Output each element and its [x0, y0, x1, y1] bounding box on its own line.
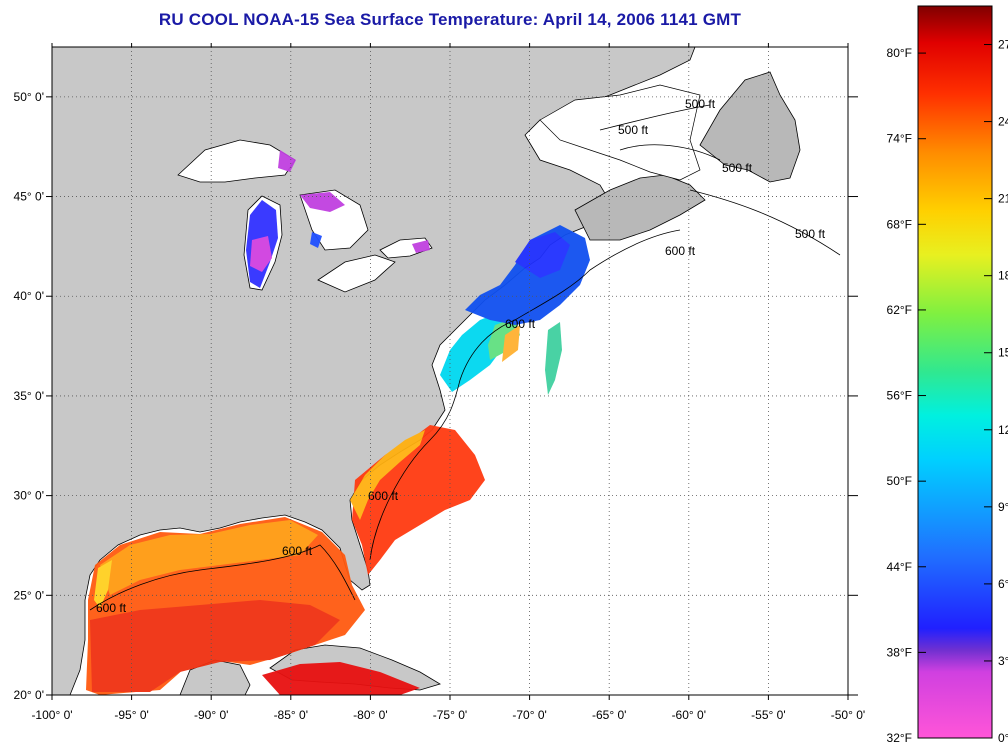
lon-tick-label: -80° 0': [353, 708, 387, 722]
axis-ticks: [46, 43, 858, 700]
lon-tick-label: -65° 0': [592, 708, 626, 722]
celsius-label: 21°C: [998, 192, 1008, 206]
lon-tick-label: -75° 0': [433, 708, 467, 722]
lat-tick-label: 25° 0': [14, 588, 44, 602]
sst-lake-superior-east: [278, 150, 296, 172]
lon-tick-label: -95° 0': [114, 708, 148, 722]
fahrenheit-label: 38°F: [887, 645, 912, 659]
laurentian-500ft-contour: [619, 144, 721, 161]
celsius-label: 0°C: [998, 731, 1008, 745]
lat-tick-label: 40° 0': [14, 289, 44, 303]
sst-shelf-break-filament: [545, 322, 562, 395]
sst-mid-atlantic-green: [488, 318, 520, 360]
st-lawrence-500ft-contour: [599, 104, 711, 131]
contour-label: 600 ft: [96, 601, 127, 615]
celsius-label: 3°C: [998, 654, 1008, 668]
lon-tick-label: -90° 0': [194, 708, 228, 722]
gulf-st-lawrence: [539, 84, 701, 181]
yucatan-land: [179, 659, 251, 695]
contour-label: 500 ft: [722, 161, 753, 175]
newfoundland-land: [699, 71, 801, 183]
sst-gulf-south-red: [90, 600, 340, 692]
map-plot-area: 500 ft 500 ft 500 ft 500 ft 600 ft 600 f…: [14, 43, 865, 722]
lat-tick-label: 20° 0': [14, 688, 44, 702]
lon-tick-label: -50° 0': [831, 708, 865, 722]
celsius-label: 24°C: [998, 115, 1008, 129]
lat-tick-label: 35° 0': [14, 389, 44, 403]
nova-scotia-land: [574, 174, 706, 241]
lat-tick-label: 50° 0': [14, 90, 44, 104]
fahrenheit-label: 44°F: [887, 560, 912, 574]
sst-lake-ontario: [412, 240, 430, 253]
fahrenheit-label: 50°F: [887, 474, 912, 488]
contour-label: 600 ft: [282, 544, 313, 558]
shelf-600ft-contour: [514, 229, 681, 321]
lat-tick-label: 30° 0': [14, 489, 44, 503]
contour-label: 500 ft: [795, 227, 826, 241]
gulf-600ft-contour: [89, 544, 356, 611]
depth-contours: [89, 104, 841, 611]
lat-tick-label: 45° 0': [14, 190, 44, 204]
fahrenheit-label: 56°F: [887, 389, 912, 403]
sst-overlay: [86, 150, 590, 695]
contour-label: 600 ft: [368, 489, 399, 503]
sst-carolina-shelf: [350, 430, 425, 520]
fahrenheit-labels: 80°F 74°F 68°F 62°F 56°F 50°F 44°F 38°F 32°F: [887, 46, 912, 745]
grand-banks-500ft-contour: [689, 189, 841, 256]
celsius-label: 27°C: [998, 38, 1008, 52]
sst-georgian-bay: [310, 232, 322, 248]
sst-gulf-of-maine-deep: [515, 232, 570, 278]
sst-gulf-north-orange: [100, 520, 318, 595]
contour-labels: 500 ft 500 ft 500 ft 500 ft 600 ft 600 f…: [96, 97, 826, 615]
fahrenheit-label: 74°F: [887, 132, 912, 146]
map-grid: [52, 47, 848, 695]
lon-tick-label: -55° 0': [751, 708, 785, 722]
sst-lake-huron: [300, 192, 345, 212]
sst-gulf-shelf-cool: [94, 560, 112, 608]
celsius-labels: 27°C 24°C 21°C 18°C 15°C 12°C 9°C 6°C 3°C 0°C: [998, 38, 1008, 745]
fahrenheit-label: 80°F: [887, 46, 912, 60]
lon-tick-label: -85° 0': [274, 708, 308, 722]
contour-label: 600 ft: [505, 317, 536, 331]
fahrenheit-label: 62°F: [887, 303, 912, 317]
lon-tick-label: -70° 0': [512, 708, 546, 722]
sst-caribbean: [262, 662, 420, 695]
fahrenheit-label: 68°F: [887, 217, 912, 231]
sst-slope-orange: [502, 325, 520, 362]
celsius-label: 18°C: [998, 269, 1008, 283]
celsius-label: 6°C: [998, 577, 1008, 591]
map-title: RU COOL NOAA-15 Sea Surface Temperature:…: [158, 10, 742, 29]
colorbar-ticks: [918, 44, 992, 739]
fahrenheit-label: 32°F: [887, 731, 912, 745]
contour-label: 500 ft: [618, 123, 649, 137]
lon-tick-label: -100° 0': [31, 708, 72, 722]
longitude-tick-labels: -100° 0' -95° 0' -90° 0' -85° 0' -80° 0' -75°…: [31, 708, 865, 722]
lon-tick-label: -60° 0': [672, 708, 706, 722]
colorbar-gradient: [917, 5, 993, 739]
sst-lake-michigan-cold: [250, 236, 272, 272]
celsius-label: 12°C: [998, 423, 1008, 437]
temperature-colorbar: 80°F 74°F 68°F 62°F 56°F 50°F 44°F 38°F 32°F 27°…: [887, 5, 1008, 745]
contour-label: 600 ft: [665, 244, 696, 258]
atlantic-600ft-contour: [369, 319, 516, 561]
lake-erie: [317, 254, 396, 293]
celsius-label: 9°C: [998, 500, 1008, 514]
celsius-label: 15°C: [998, 346, 1008, 360]
contour-label: 500 ft: [685, 97, 716, 111]
latitude-tick-labels: 20° 0' 25° 0' 30° 0' 35° 0' 40° 0' 45° 0' 50° …: [14, 90, 44, 702]
